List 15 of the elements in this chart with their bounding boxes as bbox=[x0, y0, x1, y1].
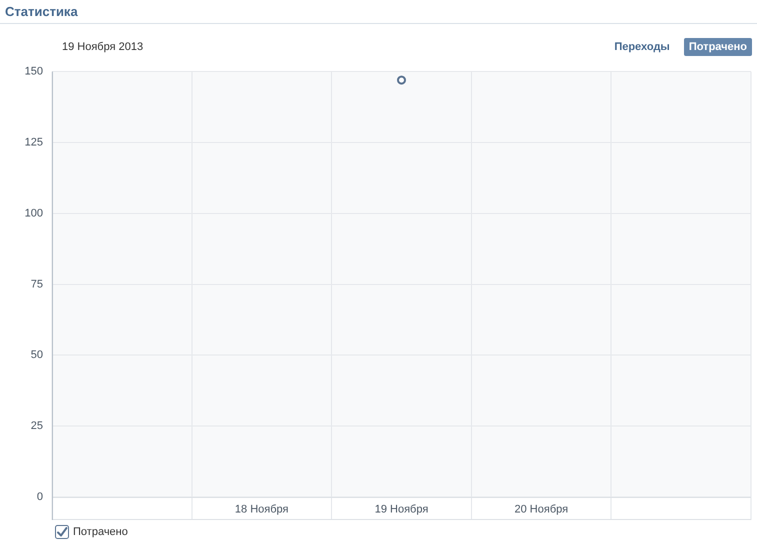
x-tick-label: 19 Ноября bbox=[374, 504, 428, 516]
tab-button: Потрачено bbox=[684, 38, 752, 56]
y-tick-label: 0 bbox=[36, 491, 43, 504]
y-tick-label: 75 bbox=[30, 278, 43, 290]
x-tick-label: 18 Ноября bbox=[234, 504, 289, 516]
chart-subtitle: 19 Ноября 2013 bbox=[62, 41, 144, 53]
y-tick-label: 50 bbox=[30, 349, 43, 362]
y-tick-label: 125 bbox=[24, 136, 43, 149]
y-tick-label: 100 bbox=[24, 207, 43, 220]
x-tick-label: 20 Ноября bbox=[514, 504, 568, 516]
chart-title: Статистика bbox=[5, 4, 78, 19]
y-tick-label: 150 bbox=[24, 66, 43, 78]
legend-label: Потрачено bbox=[73, 526, 128, 538]
y-tick-label: 25 bbox=[30, 420, 43, 432]
text: Переходы bbox=[614, 41, 670, 53]
